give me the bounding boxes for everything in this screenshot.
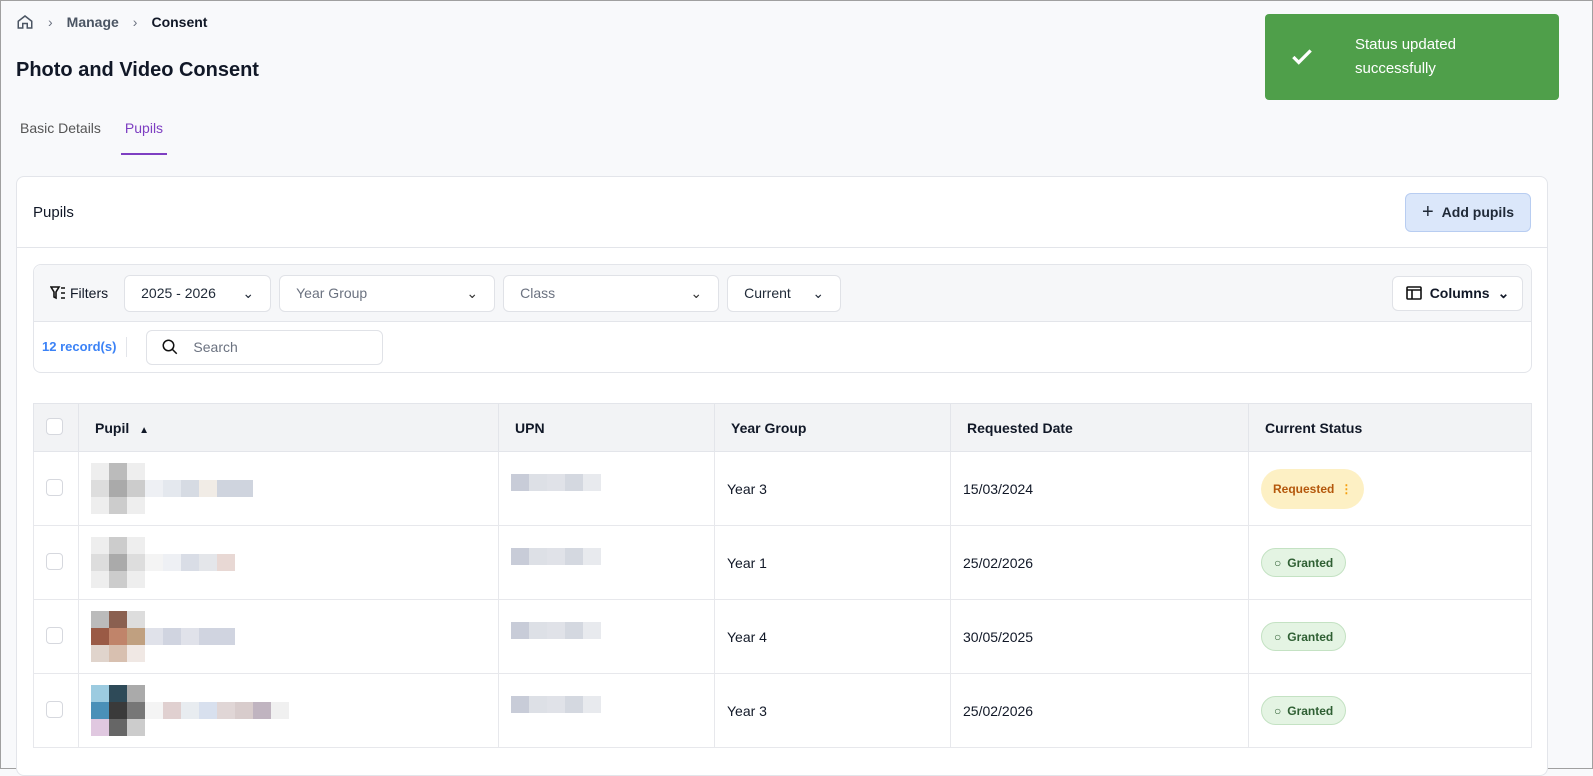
search-placeholder: Search [193, 339, 238, 355]
pupil-name-redacted[interactable] [91, 463, 498, 514]
pupil-name-redacted[interactable] [91, 611, 498, 662]
upn-redacted [511, 696, 714, 713]
success-toast: Status updated successfully [1265, 14, 1559, 100]
requested-date-cell: 15/03/2024 [950, 451, 1249, 526]
breadcrumb-consent: Consent [151, 14, 208, 30]
requested-date-cell: 25/02/2026 [950, 673, 1249, 748]
column-header-year-group[interactable]: Year Group [714, 403, 951, 452]
filters-label: Filters [70, 285, 109, 301]
year-group-cell: Year 3 [714, 673, 951, 748]
academic-year-select[interactable]: 2025 - 2026 ⌄ [124, 274, 272, 312]
breadcrumb: › Manage › Consent [16, 13, 207, 31]
check-circle-icon: ○ [1274, 555, 1282, 570]
upn-redacted [511, 474, 714, 491]
status-badge[interactable]: Requested ⋮ [1261, 468, 1365, 509]
status-select[interactable]: Current ⌄ [727, 274, 842, 312]
add-pupils-label: Add pupils [1441, 204, 1514, 220]
class-placeholder: Class [520, 285, 556, 301]
tab-pupils[interactable]: Pupils [120, 111, 168, 155]
year-group-cell: Year 1 [714, 525, 951, 600]
pupil-name-redacted[interactable] [91, 685, 498, 736]
columns-label: Columns [1429, 285, 1490, 301]
row-checkbox[interactable] [46, 478, 63, 496]
columns-button[interactable]: Columns ⌄ [1392, 275, 1523, 311]
chevron-right-icon: › [48, 14, 53, 30]
table-row[interactable]: Year 3 15/03/2024 Requested ⋮ [33, 451, 1532, 526]
toast-message: Status updated successfully [1355, 36, 1456, 77]
status-badge[interactable]: ○ Granted [1261, 696, 1347, 725]
pupils-table: Pupil ▲ UPN Year Group Requested Date Cu… [33, 403, 1532, 748]
pupil-avatar [91, 611, 145, 662]
row-checkbox[interactable] [46, 552, 63, 570]
home-icon[interactable] [16, 13, 34, 31]
column-header-upn[interactable]: UPN [498, 403, 715, 452]
status-badge[interactable]: ○ Granted [1261, 622, 1347, 651]
requested-date-cell: 25/02/2026 [950, 525, 1249, 600]
page-title: Photo and Video Consent [16, 59, 259, 81]
upn-redacted [511, 548, 714, 565]
chevron-down-icon: ⌄ [690, 284, 703, 301]
upn-redacted [511, 622, 714, 639]
table-row[interactable]: Year 1 25/02/2026 ○ Granted [33, 525, 1532, 600]
tabs: Basic Details Pupils [16, 111, 183, 155]
column-header-pupil[interactable]: Pupil ▲ [78, 403, 499, 452]
pupils-card: Pupils + Add pupils Filters 2025 - 2026 ⌄ … [16, 176, 1548, 776]
check-icon [1292, 49, 1312, 65]
select-all-checkbox[interactable] [46, 417, 63, 435]
plus-icon: + [1421, 200, 1434, 223]
filters-toggle[interactable]: Filters [42, 285, 116, 301]
record-count: 12 record(s) [42, 337, 128, 357]
card-title: Pupils [33, 203, 74, 221]
year-group-select[interactable]: Year Group ⌄ [279, 274, 496, 312]
check-circle-icon: ○ [1274, 629, 1282, 644]
chevron-down-icon: ⌄ [242, 284, 255, 301]
search-input[interactable]: Search [146, 329, 384, 365]
year-group-cell: Year 4 [714, 599, 951, 674]
pupil-avatar [91, 537, 145, 588]
filter-icon [50, 286, 65, 300]
pupil-avatar [91, 463, 145, 514]
column-header-requested-date[interactable]: Requested Date [950, 403, 1249, 452]
status-badge[interactable]: ○ Granted [1261, 548, 1347, 577]
check-circle-icon: ○ [1274, 703, 1282, 718]
requested-date-cell: 30/05/2025 [950, 599, 1249, 674]
search-icon [162, 339, 178, 355]
table-row[interactable]: Year 4 30/05/2025 ○ Granted [33, 599, 1532, 674]
breadcrumb-manage[interactable]: Manage [66, 14, 119, 30]
filter-panel: Filters 2025 - 2026 ⌄ Year Group ⌄ Class ⌄ … [33, 264, 1532, 373]
columns-icon [1405, 286, 1422, 300]
year-group-placeholder: Year Group [296, 285, 368, 301]
pupil-avatar [91, 685, 145, 736]
more-vertical-icon[interactable]: ⋮ [1340, 481, 1353, 496]
table-row[interactable]: Year 3 25/02/2026 ○ Granted [33, 673, 1532, 748]
column-header-current-status[interactable]: Current Status [1248, 403, 1532, 452]
year-group-cell: Year 3 [714, 451, 951, 526]
row-checkbox[interactable] [46, 700, 63, 718]
chevron-right-icon: › [132, 14, 138, 30]
status-value: Current [744, 285, 791, 301]
sort-asc-icon: ▲ [139, 424, 150, 436]
chevron-down-icon: ⌄ [1497, 284, 1510, 301]
row-checkbox[interactable] [46, 626, 63, 644]
tab-basic-details[interactable]: Basic Details [20, 120, 101, 136]
add-pupils-button[interactable]: + Add pupils [1405, 192, 1531, 232]
academic-year-value: 2025 - 2026 [141, 285, 216, 301]
pupil-name-redacted[interactable] [91, 537, 498, 588]
class-select[interactable]: Class ⌄ [503, 274, 720, 312]
chevron-down-icon: ⌄ [812, 284, 825, 301]
chevron-down-icon: ⌄ [466, 284, 479, 301]
